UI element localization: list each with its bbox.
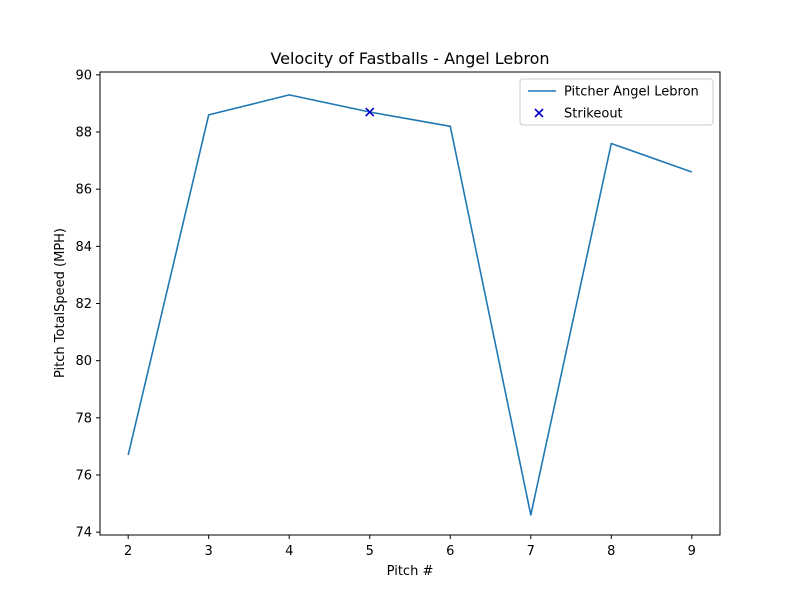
legend: Pitcher Angel Lebron Strikeout — [519, 78, 714, 126]
strikeout-marker — [365, 107, 375, 117]
x-tick-label: 8 — [607, 544, 615, 559]
x-tick-label: 4 — [285, 544, 293, 559]
x-tick-label: 6 — [446, 544, 454, 559]
x-tick-label: 5 — [366, 544, 374, 559]
y-tick-label: 78 — [75, 411, 92, 426]
y-tick-label: 76 — [75, 468, 92, 483]
y-tick-label: 90 — [75, 68, 92, 83]
y-tick-label: 74 — [75, 526, 92, 541]
x-axis-label: Pitch # — [387, 564, 434, 579]
y-axis-label: Pitch TotalSpeed (MPH) — [53, 228, 68, 378]
chart-title: Velocity of Fastballs - Angel Lebron — [270, 49, 549, 68]
y-tick-label: 86 — [75, 183, 92, 198]
strikeout-marker-stroke — [365, 107, 375, 117]
series-line — [127, 94, 693, 516]
x-tick-label: 9 — [688, 544, 696, 559]
legend-label: Pitcher Angel Lebron — [564, 85, 699, 100]
x-tick-label: 3 — [205, 544, 213, 559]
y-tick-label: 84 — [75, 240, 92, 255]
legend-box — [519, 78, 714, 126]
y-tick-label: 82 — [75, 297, 92, 312]
x-tick-label: 7 — [527, 544, 535, 559]
y-tick-label: 88 — [75, 126, 92, 141]
legend-x-swatch — [534, 108, 544, 118]
y-tick-label: 80 — [75, 354, 92, 369]
x-tick-label: 2 — [124, 544, 132, 559]
legend-label: Strikeout — [564, 107, 623, 122]
axes-frame — [99, 71, 721, 536]
